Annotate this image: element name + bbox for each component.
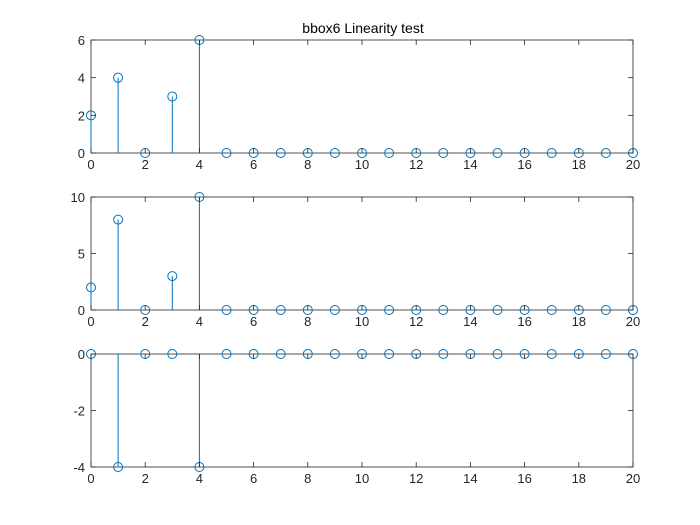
stem-marker xyxy=(329,148,340,158)
x-tick-label: 18 xyxy=(572,314,586,329)
stem-marker xyxy=(492,305,503,315)
stem-marker xyxy=(329,305,340,315)
x-tick-label: 8 xyxy=(304,471,311,486)
axes-box xyxy=(90,39,634,154)
axes-box xyxy=(90,353,634,468)
stem-marker xyxy=(438,148,449,158)
x-tick-label: 2 xyxy=(142,157,149,172)
x-tick-label: 16 xyxy=(517,157,531,172)
stem-marker xyxy=(384,305,395,315)
x-tick-label: 10 xyxy=(355,471,369,486)
stem-marker xyxy=(113,214,124,225)
x-tick-label: 12 xyxy=(409,314,423,329)
x-tick-label: 6 xyxy=(250,314,257,329)
x-tick-label: 18 xyxy=(572,471,586,486)
y-tick-label: 0 xyxy=(78,146,85,161)
x-tick-label: 10 xyxy=(355,314,369,329)
stem-marker xyxy=(221,148,232,158)
stem-marker xyxy=(113,72,124,83)
x-tick-label: 20 xyxy=(626,314,640,329)
x-tick-label: 0 xyxy=(87,157,94,172)
x-tick-label: 0 xyxy=(87,471,94,486)
x-tick-label: 4 xyxy=(196,471,203,486)
x-tick-label: 12 xyxy=(409,157,423,172)
x-tick-label: 12 xyxy=(409,471,423,486)
subplot-3: 0 2 4 6 8 10 12 14 16 18 20 -4 -2 0 xyxy=(73,347,640,486)
stem-marker xyxy=(438,305,449,315)
stem-marker xyxy=(546,148,557,158)
x-tick-label: 8 xyxy=(304,314,311,329)
stem-marker xyxy=(221,349,232,359)
y-tick-label: 4 xyxy=(78,71,85,86)
x-tick-label: 4 xyxy=(196,314,203,329)
y-tick-label: 0 xyxy=(78,347,85,362)
stem-marker xyxy=(492,349,503,359)
x-tick-label: 16 xyxy=(517,471,531,486)
x-tick-label: 20 xyxy=(626,157,640,172)
stem-marker xyxy=(600,349,611,359)
y-tick-label: 2 xyxy=(78,108,85,123)
x-tick-label: 0 xyxy=(87,314,94,329)
stem-marker xyxy=(167,271,178,282)
y-tick-label: -4 xyxy=(73,460,85,475)
x-tick-label: 14 xyxy=(463,314,477,329)
x-tick-label: 2 xyxy=(142,314,149,329)
stem-marker xyxy=(600,148,611,158)
stem-marker xyxy=(275,305,286,315)
stem-marker xyxy=(329,349,340,359)
x-tick-label: 16 xyxy=(517,314,531,329)
subplot-2: 0 2 4 6 8 10 12 14 16 18 20 0 5 10 xyxy=(71,190,641,329)
x-tick-label: 14 xyxy=(463,157,477,172)
y-tick-label: 5 xyxy=(78,247,85,262)
y-tick-label: -2 xyxy=(73,404,85,419)
x-tick-label: 14 xyxy=(463,471,477,486)
stem-marker xyxy=(167,91,178,102)
x-tick-label: 4 xyxy=(196,157,203,172)
x-tick-label: 20 xyxy=(626,471,640,486)
x-tick-label: 18 xyxy=(572,157,586,172)
y-tick-label: 6 xyxy=(78,33,85,48)
stem-marker xyxy=(384,148,395,158)
x-tick-label: 2 xyxy=(142,471,149,486)
stem-marker xyxy=(113,462,124,472)
stem-marker xyxy=(86,282,96,293)
x-tick-label: 8 xyxy=(304,157,311,172)
stem-marker xyxy=(167,349,178,359)
x-tick-label: 6 xyxy=(250,157,257,172)
figure-title: bbox6 Linearity test xyxy=(302,20,424,36)
stem-marker xyxy=(438,349,449,359)
x-tick-label: 6 xyxy=(250,471,257,486)
stem-marker xyxy=(546,305,557,315)
stem-marker xyxy=(275,148,286,158)
stem-marker xyxy=(492,148,503,158)
stem-marker xyxy=(221,305,232,315)
subplot-1: 0 2 4 6 8 10 12 14 16 18 20 0 2 4 6 xyxy=(78,33,640,172)
stem-marker xyxy=(384,349,395,359)
y-tick-label: 10 xyxy=(71,190,85,205)
stem-marker xyxy=(600,305,611,315)
stem-marker xyxy=(546,349,557,359)
y-tick-label: 0 xyxy=(78,303,85,318)
x-tick-label: 10 xyxy=(355,157,369,172)
stem-marker xyxy=(275,349,286,359)
